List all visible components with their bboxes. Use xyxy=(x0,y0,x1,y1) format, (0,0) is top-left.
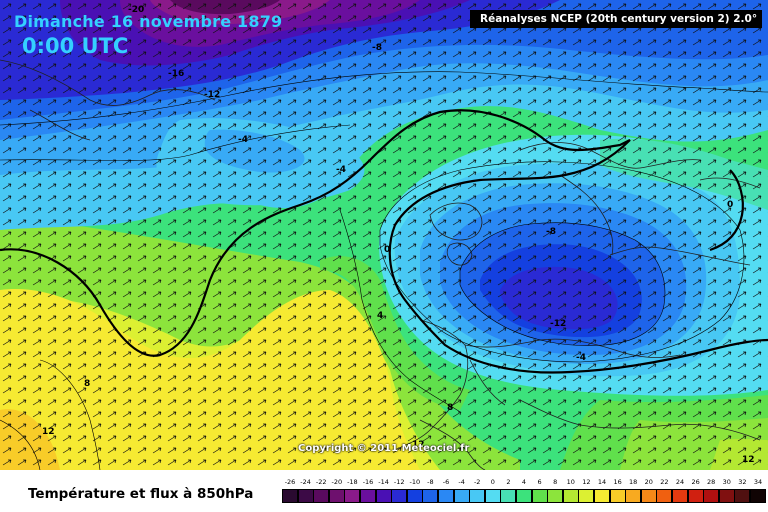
scale-value-label: -4 xyxy=(458,478,465,486)
contour-label: 4 xyxy=(377,311,383,321)
scale-color-swatch xyxy=(625,489,642,503)
scale-color-swatch xyxy=(313,489,330,503)
scale-value-label: 20 xyxy=(644,478,653,486)
contour-value-labels: -20 -16 -12 -8 -4 -4 0 -8 -12 -4 0 4 8 8… xyxy=(42,5,755,465)
source-label: Réanalyses NCEP (20th century version 2)… xyxy=(470,10,762,28)
scale-color-swatch xyxy=(422,489,439,503)
contour-label: 0 xyxy=(384,245,390,255)
contour-label: -8 xyxy=(546,227,556,237)
scale-color-swatch xyxy=(406,489,423,503)
scale-value-label: 30 xyxy=(722,478,731,486)
zero-degree-isotherm xyxy=(0,109,768,374)
scale-value-label: 4 xyxy=(521,478,527,486)
scale-value-label: 8 xyxy=(553,478,558,486)
scale-color-swatch xyxy=(500,489,517,503)
contour-label: -4 xyxy=(238,135,248,145)
scale-color-swatch xyxy=(656,489,673,503)
scale-color-swatch xyxy=(344,489,361,503)
scale-color-swatch xyxy=(562,489,579,503)
time-title: 0:00 UTC xyxy=(22,34,129,58)
scale-color-swatch xyxy=(516,489,532,503)
contour-label: 12 xyxy=(42,427,55,437)
scale-color-swatch xyxy=(640,489,657,503)
scale-color-swatch xyxy=(609,489,626,503)
scale-value-label: -20 xyxy=(331,478,343,486)
contour-label: 12 xyxy=(412,440,425,450)
date-title: Dimanche 16 novembre 1879 xyxy=(14,12,283,31)
scale-value-label: 18 xyxy=(629,478,638,486)
copyright-notice: Copyright © 2011 Meteociel.fr xyxy=(298,443,470,454)
scale-value-label: 10 xyxy=(566,478,575,486)
contour-label: -16 xyxy=(168,69,184,79)
scale-value-label: 34 xyxy=(753,478,763,486)
scale-value-label: -14 xyxy=(378,478,389,486)
scale-value-label: -16 xyxy=(362,478,374,486)
scale-color-swatch xyxy=(547,489,564,503)
scale-color-swatch xyxy=(375,489,392,503)
scale-color-swatch xyxy=(594,489,610,503)
scale-color-swatch xyxy=(718,489,735,503)
scale-value-label: 32 xyxy=(738,478,747,486)
scale-color-swatch xyxy=(484,489,501,503)
scale-color-swatch xyxy=(687,489,704,503)
scale-value-label: -22 xyxy=(315,478,327,486)
scale-value-label: 14 xyxy=(597,478,607,486)
contour-label: 12 xyxy=(742,455,755,465)
scale-color-swatch xyxy=(391,489,408,503)
scale-value-label: 16 xyxy=(613,478,622,486)
contour-label: -4 xyxy=(336,165,346,175)
scale-value-label: 12 xyxy=(582,478,591,486)
contour-label: -20 xyxy=(128,5,144,15)
contour-label: -8 xyxy=(372,43,382,53)
scale-value-label: -26 xyxy=(284,478,296,486)
scale-value-label: 2 xyxy=(506,478,511,486)
scale-color-swatch xyxy=(672,489,688,503)
scale-value-label: 26 xyxy=(691,478,700,486)
scale-value-label: 22 xyxy=(660,478,669,486)
contour-label: 8 xyxy=(447,403,453,413)
contour-label: 8 xyxy=(84,379,90,389)
scale-value-label: 0 xyxy=(490,478,495,486)
scale-color-swatch xyxy=(469,489,486,503)
scale-value-label: -12 xyxy=(393,478,405,486)
scale-color-swatch xyxy=(734,489,751,503)
isotherm-contours xyxy=(0,71,768,470)
coastlines xyxy=(0,59,761,470)
temperature-map: -20 -16 -12 -8 -4 -4 0 -8 -12 -4 0 4 8 8… xyxy=(0,0,768,470)
scale-color-swatch xyxy=(750,489,766,503)
scale-color-swatch xyxy=(328,489,345,503)
scale-color-swatch xyxy=(360,489,376,503)
scale-value-label: -10 xyxy=(409,478,421,486)
scale-value-label: 6 xyxy=(537,478,542,486)
wind-flux-arrows xyxy=(0,0,768,470)
scale-value-label: -2 xyxy=(473,478,481,486)
scale-color-swatch xyxy=(282,489,298,503)
scale-color-swatch xyxy=(578,489,595,503)
scale-value-label: -6 xyxy=(442,478,450,486)
contour-label: 0 xyxy=(727,200,733,210)
scale-color-swatch xyxy=(703,489,720,503)
legend-title: Température et flux à 850hPa xyxy=(28,486,254,502)
contour-label: -4 xyxy=(576,353,586,363)
scale-color-swatch xyxy=(531,489,548,503)
scale-value-label: -8 xyxy=(427,478,434,486)
scale-color-swatch xyxy=(297,489,314,503)
scale-value-label: -18 xyxy=(347,478,358,486)
scale-value-label: -24 xyxy=(300,478,311,486)
contour-label: -12 xyxy=(550,319,566,329)
scale-color-swatch xyxy=(453,489,470,503)
scale-value-label: 28 xyxy=(707,478,716,486)
scale-value-label: 24 xyxy=(675,478,685,486)
scale-color-swatch xyxy=(438,489,454,503)
contour-label: -12 xyxy=(204,90,220,100)
